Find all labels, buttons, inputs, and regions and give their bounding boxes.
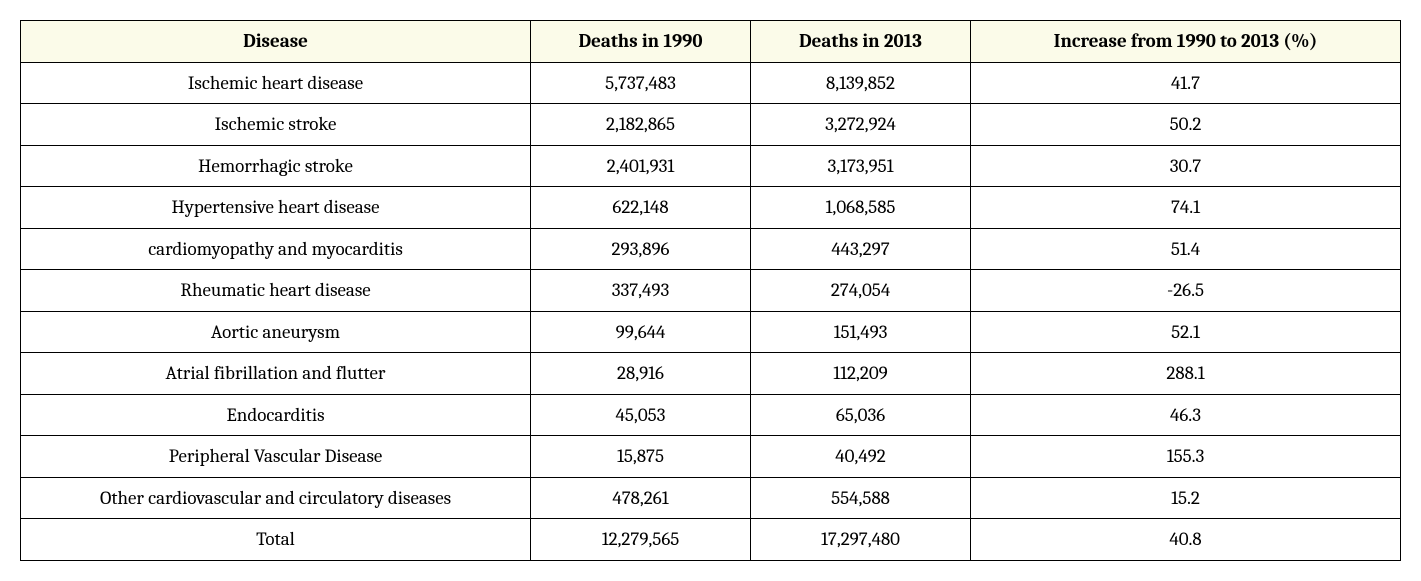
cell-d1990: 99,644 (531, 311, 751, 353)
table-row: cardiomyopathy and myocarditis 293,896 4… (21, 228, 1401, 270)
cell-pct: 155.3 (971, 436, 1401, 478)
table-row: Aortic aneurysm 99,644 151,493 52.1 (21, 311, 1401, 353)
cell-pct: 40.8 (971, 519, 1401, 561)
cell-disease: Ischemic heart disease (21, 62, 531, 104)
cell-pct: 41.7 (971, 62, 1401, 104)
cell-d1990: 5,737,483 (531, 62, 751, 104)
col-header-deaths-1990: Deaths in 1990 (531, 21, 751, 63)
cell-disease: Endocarditis (21, 394, 531, 436)
cell-d2013: 151,493 (751, 311, 971, 353)
cell-pct: -26.5 (971, 270, 1401, 312)
cell-disease: Hypertensive heart disease (21, 187, 531, 229)
table-row: Endocarditis 45,053 65,036 46.3 (21, 394, 1401, 436)
cell-d1990: 45,053 (531, 394, 751, 436)
cell-disease: Peripheral Vascular Disease (21, 436, 531, 478)
cell-d2013: 40,492 (751, 436, 971, 478)
cell-d2013: 3,272,924 (751, 104, 971, 146)
cell-pct: 52.1 (971, 311, 1401, 353)
table-row: Hypertensive heart disease 622,148 1,068… (21, 187, 1401, 229)
table-row: Ischemic stroke 2,182,865 3,272,924 50.2 (21, 104, 1401, 146)
cell-pct: 15.2 (971, 477, 1401, 519)
cell-d2013: 112,209 (751, 353, 971, 395)
table-row-total: Total 12,279,565 17,297,480 40.8 (21, 519, 1401, 561)
cell-d1990: 15,875 (531, 436, 751, 478)
cell-d2013: 1,068,585 (751, 187, 971, 229)
cell-d1990: 12,279,565 (531, 519, 751, 561)
cell-pct: 288.1 (971, 353, 1401, 395)
cell-d2013: 8,139,852 (751, 62, 971, 104)
table-row: Hemorrhagic stroke 2,401,931 3,173,951 3… (21, 145, 1401, 187)
cell-d2013: 554,588 (751, 477, 971, 519)
col-header-deaths-2013: Deaths in 2013 (751, 21, 971, 63)
cell-d1990: 2,182,865 (531, 104, 751, 146)
disease-deaths-table: Disease Deaths in 1990 Deaths in 2013 In… (20, 20, 1401, 561)
cell-disease: Hemorrhagic stroke (21, 145, 531, 187)
cell-pct: 74.1 (971, 187, 1401, 229)
cell-pct: 30.7 (971, 145, 1401, 187)
header-row: Disease Deaths in 1990 Deaths in 2013 In… (21, 21, 1401, 63)
cell-d2013: 17,297,480 (751, 519, 971, 561)
cell-d1990: 2,401,931 (531, 145, 751, 187)
col-header-increase-pct: Increase from 1990 to 2013 (%) (971, 21, 1401, 63)
cell-d1990: 337,493 (531, 270, 751, 312)
table-row: Ischemic heart disease 5,737,483 8,139,8… (21, 62, 1401, 104)
table-header: Disease Deaths in 1990 Deaths in 2013 In… (21, 21, 1401, 63)
cell-pct: 50.2 (971, 104, 1401, 146)
cell-d2013: 443,297 (751, 228, 971, 270)
cell-d1990: 478,261 (531, 477, 751, 519)
table-row: Peripheral Vascular Disease 15,875 40,49… (21, 436, 1401, 478)
cell-d1990: 28,916 (531, 353, 751, 395)
cell-disease: Other cardiovascular and circulatory dis… (21, 477, 531, 519)
table-row: Atrial fibrillation and flutter 28,916 1… (21, 353, 1401, 395)
cell-d2013: 274,054 (751, 270, 971, 312)
col-header-disease: Disease (21, 21, 531, 63)
cell-disease: Total (21, 519, 531, 561)
cell-pct: 51.4 (971, 228, 1401, 270)
cell-disease: cardiomyopathy and myocarditis (21, 228, 531, 270)
cell-disease: Rheumatic heart disease (21, 270, 531, 312)
cell-pct: 46.3 (971, 394, 1401, 436)
cell-disease: Ischemic stroke (21, 104, 531, 146)
cell-d2013: 3,173,951 (751, 145, 971, 187)
table-row: Rheumatic heart disease 337,493 274,054 … (21, 270, 1401, 312)
cell-d1990: 293,896 (531, 228, 751, 270)
cell-d1990: 622,148 (531, 187, 751, 229)
cell-disease: Atrial fibrillation and flutter (21, 353, 531, 395)
cell-disease: Aortic aneurysm (21, 311, 531, 353)
cell-d2013: 65,036 (751, 394, 971, 436)
table-row: Other cardiovascular and circulatory dis… (21, 477, 1401, 519)
table-body: Ischemic heart disease 5,737,483 8,139,8… (21, 62, 1401, 560)
